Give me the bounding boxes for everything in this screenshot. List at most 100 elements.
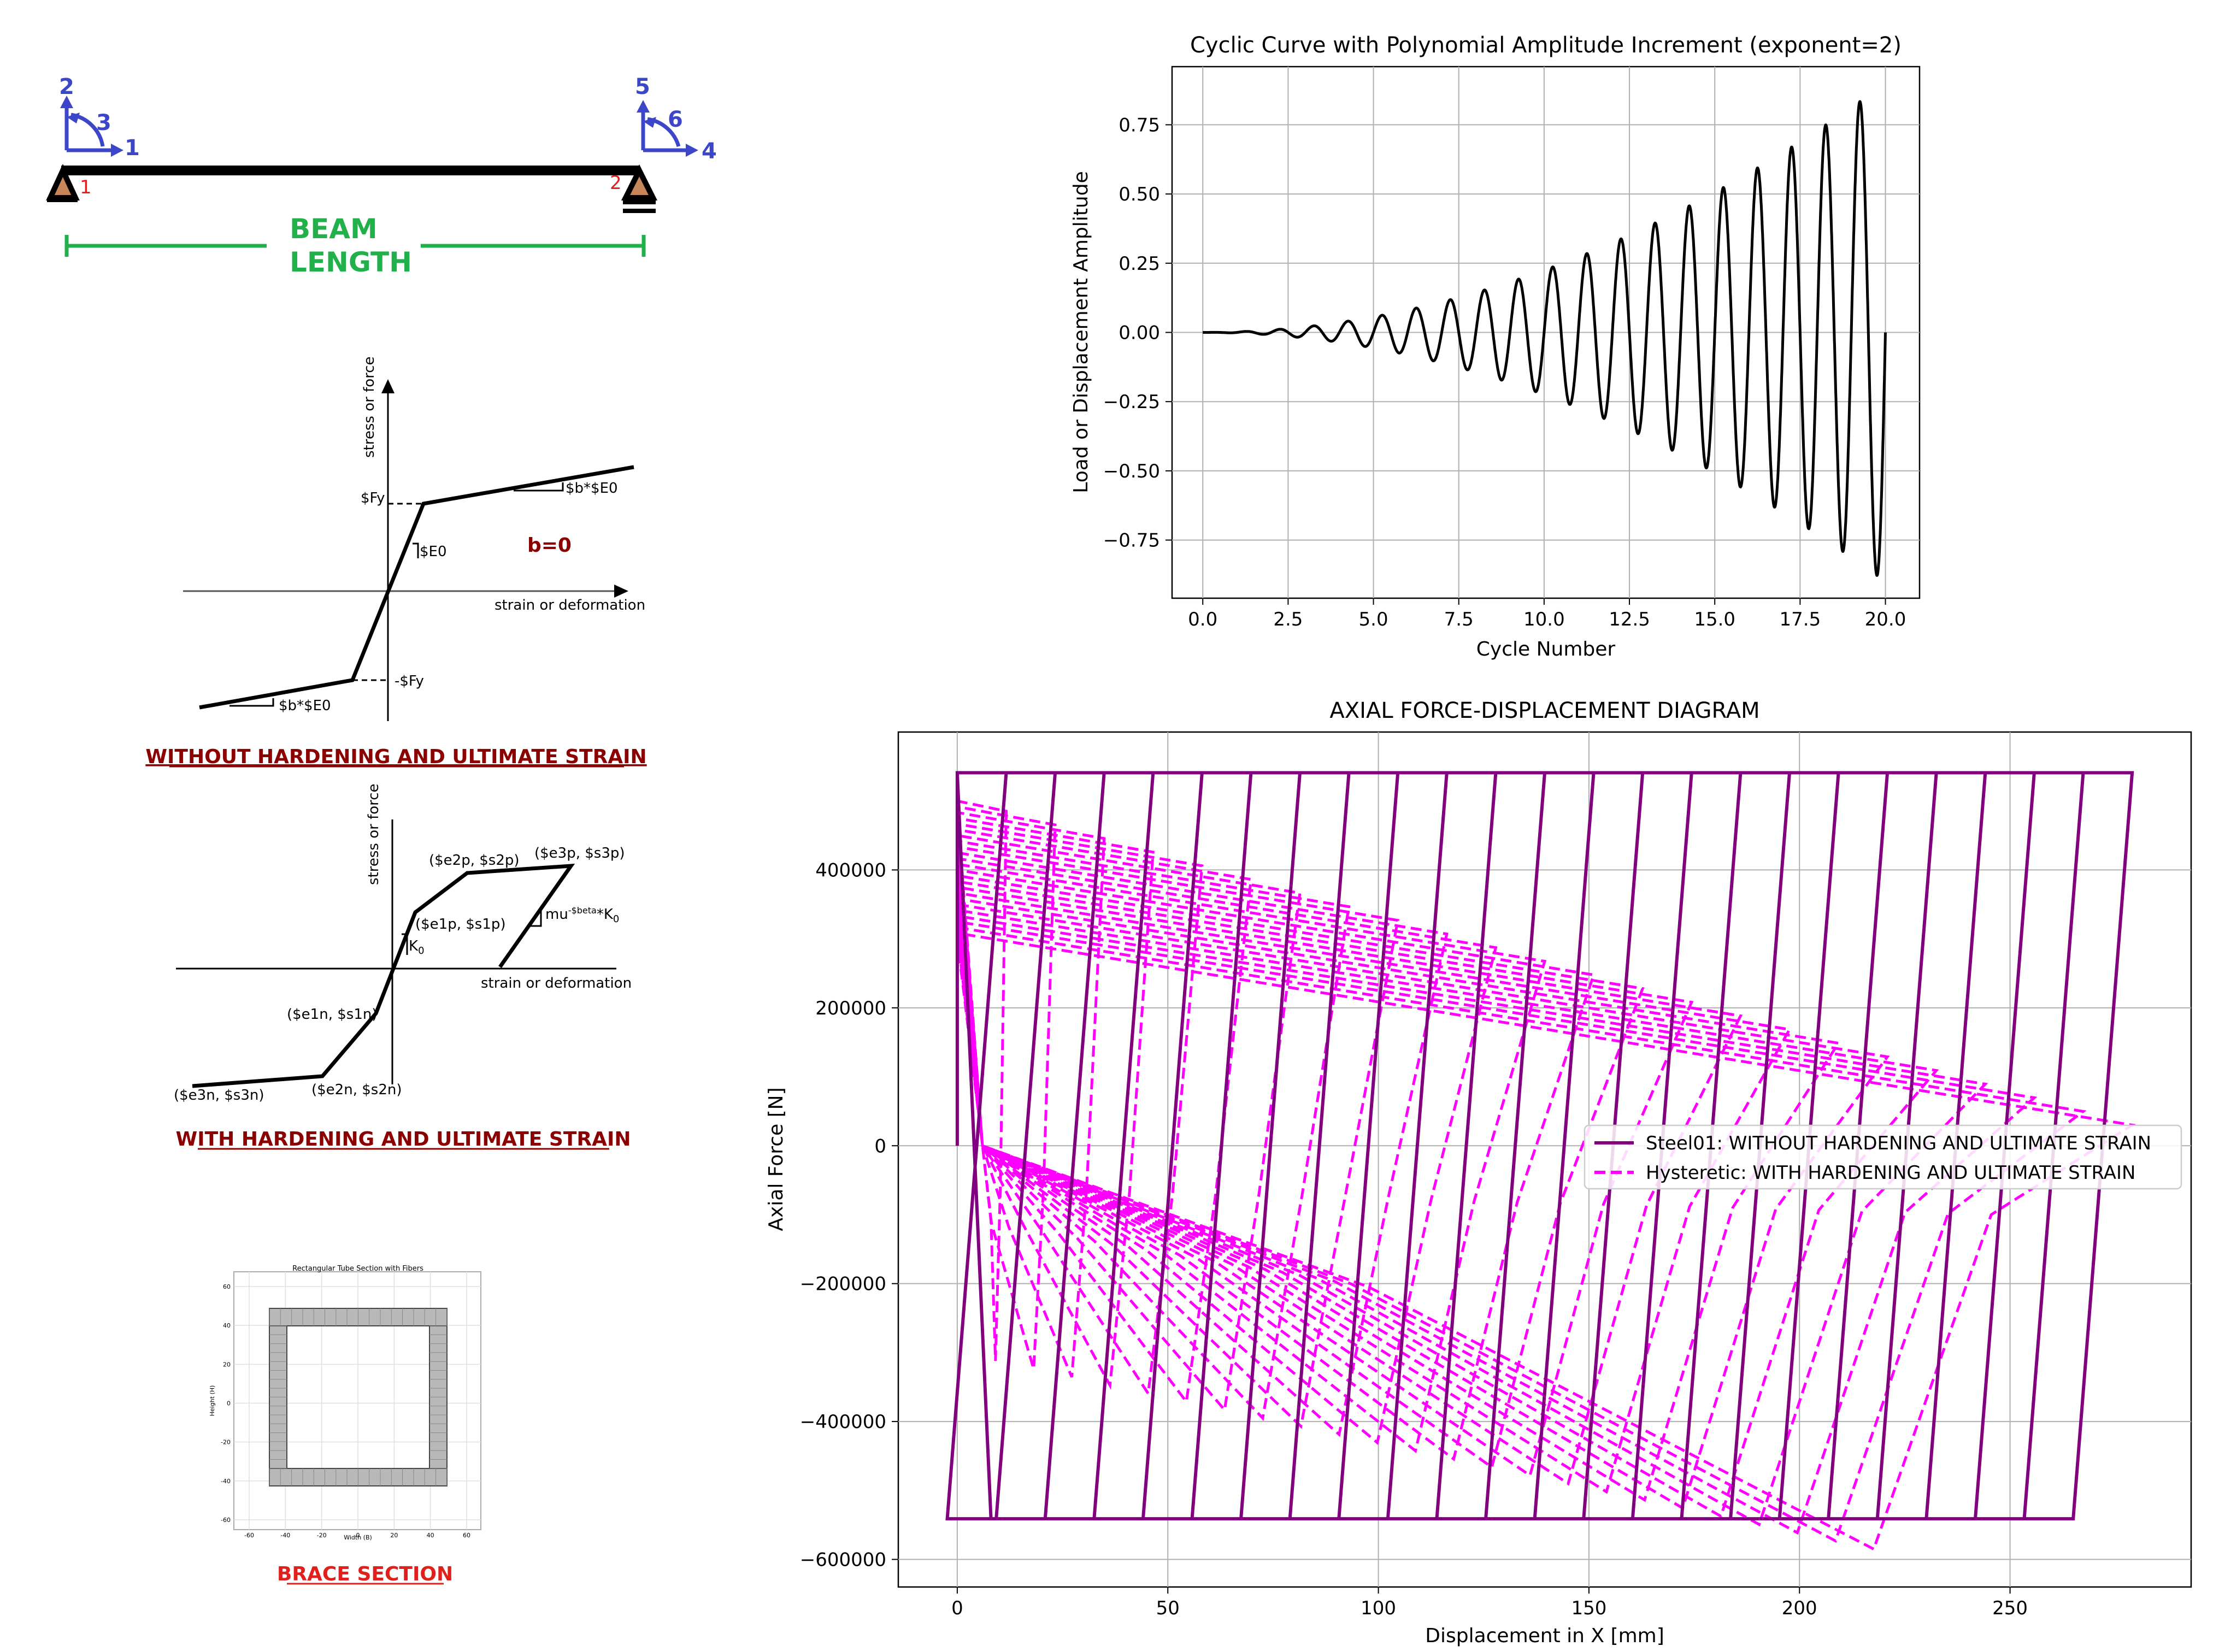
steel01-note: b=0 [527,534,572,557]
axial-ytick-label: −200000 [800,1273,886,1295]
steel01-series-line [945,771,2134,1521]
steel01-slope-pos: $b*$E0 [566,480,618,497]
axial-xtick-label: 50 [1156,1597,1180,1619]
node-label-2: 2 [610,172,622,194]
axial-ytick-label: −400000 [800,1411,886,1433]
steel01-e0: $E0 [420,544,447,560]
steel01-ylabel: stress or force [361,356,378,458]
steel01-caption: WITHOUT HARDENING AND ULTIMATE STRAIN [145,746,646,768]
section-ylabel: Height (H) [209,1385,216,1417]
section-ytick-label: 0 [227,1400,231,1407]
cyclic-xlabel: Cycle Number [1476,638,1616,660]
node-label-1: 1 [80,176,92,198]
left-pin-support [46,164,80,202]
cyclic-xtick-label: 2.5 [1273,609,1303,630]
cyclic-xtick-label: 12.5 [1609,609,1650,630]
section-xtick-label: -60 [244,1532,254,1539]
beam-length-dimension [64,235,646,257]
section-xlabel: Width (B) [344,1534,372,1541]
right-roller-support [621,164,658,213]
hysteretic-envelope [192,864,575,1088]
axial-plot-frame [897,731,2192,1588]
steel01-fy-pos: $Fy [361,490,385,506]
cyclic-ytick-label: 0.50 [1119,184,1160,205]
axial-legend: Steel01: WITHOUT HARDENING AND ULTIMATE … [1584,1124,2182,1190]
section-xtick-label: 0 [356,1532,360,1539]
cyclic-xtick-label: 17.5 [1780,609,1821,630]
hysteretic-n2: ($e2n, $s2n) [311,1082,402,1098]
hysteretic-p3: ($e3p, $s3p) [534,845,625,862]
cyclic-ylabel: Load or Displacement Amplitude [1070,171,1092,493]
cyclic-ytick-label: 0.25 [1119,253,1160,275]
hysteretic-mu: mu-$beta*K0 [545,905,619,925]
cyclic-ytick-label: −0.50 [1103,461,1160,482]
dof-label-5: 5 [635,74,650,99]
section-caption: BRACE SECTION [277,1563,453,1585]
section-ytick-label: 60 [223,1283,231,1290]
beam-diagram: 2 3 1 5 6 4 1 2 BEAM LENGTH [46,74,717,278]
cyclic-xtick-label: 7.5 [1444,609,1474,630]
hysteretic-ylabel: stress or force [366,783,382,885]
section-ytick-label: -40 [221,1478,231,1485]
hysteretic-p2: ($e2p, $s2p) [429,852,520,869]
cyclic-xtick-label: 20.0 [1865,609,1906,630]
cyclic-series-line [1203,100,1887,577]
hysteretic-k0: K0 [409,938,425,957]
axial-xtick-label: 250 [1992,1597,2028,1619]
section-ytick-label: -20 [221,1439,231,1446]
cyclic-xtick-label: 5.0 [1359,609,1388,630]
hysteretic-n1: ($e1n, $s1n) [287,1006,377,1023]
cyclic-chart: 0.0 2.5 5.0 7.5 10.0 12.5 15.0 17.5 20.0 0.75 0.50… [1070,33,1921,660]
section-ytick-label: 40 [223,1322,231,1329]
right-dof-arrows [637,100,698,157]
cyclic-ytick-label: 0.75 [1119,114,1160,136]
cyclic-title: Cyclic Curve with Polynomial Amplitude I… [1190,33,1902,58]
axial-xlabel: Displacement in X [mm] [1425,1625,1664,1647]
beam-length-label-1: BEAM [290,213,378,245]
steel01-curve [199,465,634,710]
cyclic-ytick-label: 0.00 [1119,322,1160,344]
axial-title: AXIAL FORCE-DISPLACEMENT DIAGRAM [1329,698,1759,723]
hysteretic-p1: ($e1p, $s1p) [415,916,506,933]
section-xtick-label: -20 [317,1532,327,1539]
axial-chart: 0 50 100 150 200 250 400000 200000 0 −200000 −4000… [765,698,2192,1647]
section-ytick-label: 20 [223,1361,231,1368]
cyclic-xtick-label: 15.0 [1694,609,1735,630]
steel01-xlabel: strain or deformation [495,597,645,613]
legend-steel01-label: Steel01: WITHOUT HARDENING AND ULTIMATE … [1646,1132,2151,1154]
hysteretic-caption: WITH HARDENING AND ULTIMATE STRAIN [176,1128,631,1150]
axial-xtick-label: 100 [1361,1597,1396,1619]
dof-label-1: 1 [125,135,140,161]
hysteretic-series-line [956,799,2136,1551]
section-title: Rectangular Tube Section with Fibers [292,1265,423,1273]
left-dof-arrows [60,96,123,157]
cyclic-ytick-label: −0.75 [1103,530,1160,552]
axial-ytick-label: 400000 [815,859,886,881]
steel01-slope-neg: $b*$E0 [279,698,331,714]
section-ytick-label: -60 [221,1517,231,1524]
cyclic-xtick-label: 10.0 [1523,609,1565,630]
steel01-fy-neg: -$Fy [395,673,424,689]
cyclic-ytick-label: −0.25 [1103,391,1160,413]
dof-label-4: 4 [702,139,717,164]
axial-xtick-label: 200 [1782,1597,1817,1619]
axial-xtick-label: 0 [951,1597,963,1619]
section-tube [269,1308,448,1486]
axial-ytick-label: −600000 [800,1549,886,1571]
brace-section-figure: Rectangular Tube Section with Fibers 60 4… [209,1265,481,1585]
section-xtick-label: 60 [463,1532,470,1539]
axial-ylabel: Axial Force [N] [765,1087,787,1231]
cyclic-xtick-label: 0.0 [1188,609,1217,630]
axial-ytick-label: 0 [874,1135,886,1157]
hysteretic-diagram: stress or force strain or deformation ($… [174,783,632,1150]
hysteretic-xlabel: strain or deformation [481,975,632,992]
beam-length-label-2: LENGTH [290,246,412,278]
section-xtick-label: 20 [390,1532,398,1539]
legend-hysteretic-label: Hysteretic: WITH HARDENING AND ULTIMATE … [1646,1162,2135,1184]
dof-label-3: 3 [96,110,111,135]
section-xtick-label: -40 [280,1532,290,1539]
dof-label-6: 6 [668,107,683,132]
axial-ytick-label: 200000 [815,998,886,1019]
hysteretic-n3: ($e3n, $s3n) [174,1087,264,1104]
section-xtick-label: 40 [427,1532,434,1539]
